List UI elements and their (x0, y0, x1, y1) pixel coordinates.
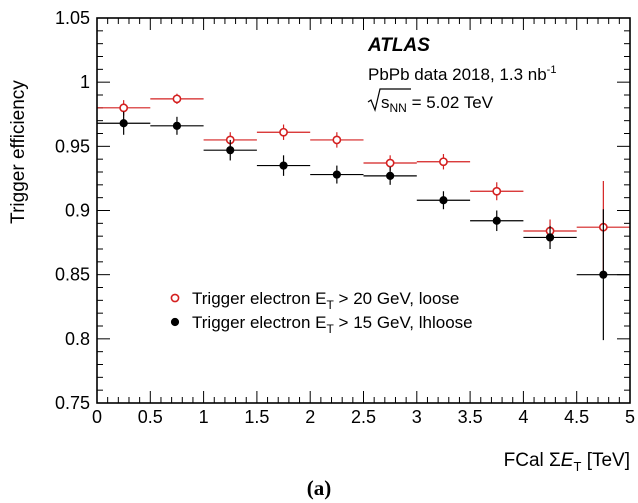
y-tick-label: 1 (80, 72, 90, 92)
sqrt-s-sub: NN (390, 101, 407, 115)
dataset-label: PbPb data 2018, 1.3 nb-1 (368, 64, 556, 84)
legend-entry-loose: Trigger electron ET > 20 GeV, loose (192, 289, 459, 312)
data-point (226, 146, 235, 155)
y-axis-title: Trigger efficiency (8, 80, 29, 224)
y-tick-label: 0.75 (55, 393, 90, 413)
x-tick-label: 2.5 (351, 407, 376, 427)
x-axis-title-prefix: FCal Σ (504, 450, 561, 471)
data-point (545, 233, 555, 242)
x-tick-label: 1.5 (244, 407, 269, 427)
y-tick-label: 1.05 (55, 8, 90, 28)
data-point (439, 157, 448, 167)
atlas-label: ATLAS (367, 35, 430, 56)
data-point (385, 158, 395, 168)
data-point (172, 121, 182, 130)
y-tick-label: 0.95 (55, 136, 90, 156)
x-axis-title-var: E (561, 450, 574, 471)
plot-frame (96, 17, 631, 404)
data-point (172, 94, 182, 104)
data-series (97, 93, 630, 341)
data-point (332, 170, 341, 179)
x-tick-label: 2 (305, 407, 315, 427)
data-point (439, 196, 448, 205)
data-point (279, 127, 288, 137)
data-point (386, 171, 395, 180)
x-axis-title: FCal ΣET [TeV] (504, 450, 630, 474)
x-axis-title-sub: T (573, 459, 581, 474)
series-lhloose (97, 111, 630, 341)
data-point (119, 103, 129, 113)
legend-marker-lhloose (170, 317, 180, 327)
x-tick-label: 0 (92, 407, 102, 427)
dataset-text: PbPb data 2018, 1.3 nb (368, 65, 547, 84)
x-tick-label: 4.5 (564, 407, 589, 427)
x-tick-label: 5 (625, 407, 635, 427)
data-point (332, 135, 342, 145)
data-point (599, 270, 608, 279)
x-tick-label: 0.5 (138, 407, 163, 427)
y-tick-label: 0.85 (55, 265, 90, 285)
panel-label: (a) (307, 476, 332, 500)
energy-label: sNN = 5.02 TeV (381, 93, 494, 115)
x-tick-label: 3 (412, 407, 422, 427)
data-point (279, 161, 288, 170)
legend-entry-lhloose: Trigger electron ET > 15 GeV, lhloose (192, 313, 473, 336)
x-tick-label: 4 (518, 407, 528, 427)
x-tick-label: 3.5 (458, 407, 483, 427)
sqrt-s: s (381, 93, 390, 112)
energy-value: = 5.02 TeV (407, 93, 494, 112)
y-tick-label: 0.8 (65, 329, 90, 349)
x-axis-title-suffix: [TeV] (581, 450, 630, 471)
sqrt-symbol (367, 88, 411, 112)
y-tick-label: 0.9 (65, 201, 90, 221)
legend: Trigger electron ET > 20 GeV, loose Trig… (170, 289, 473, 336)
data-point (492, 186, 502, 196)
x-tick-label: 1 (199, 407, 209, 427)
data-point (492, 216, 501, 225)
dataset-lumi-exp: -1 (547, 64, 557, 76)
data-point (119, 119, 128, 128)
tick-labels: 0 0.5 1 1.5 2 2.5 3 3.5 4 4.5 5 0.75 0.8 0.85 0.9 0.95 1… (55, 8, 635, 427)
legend-marker-loose (170, 293, 180, 303)
